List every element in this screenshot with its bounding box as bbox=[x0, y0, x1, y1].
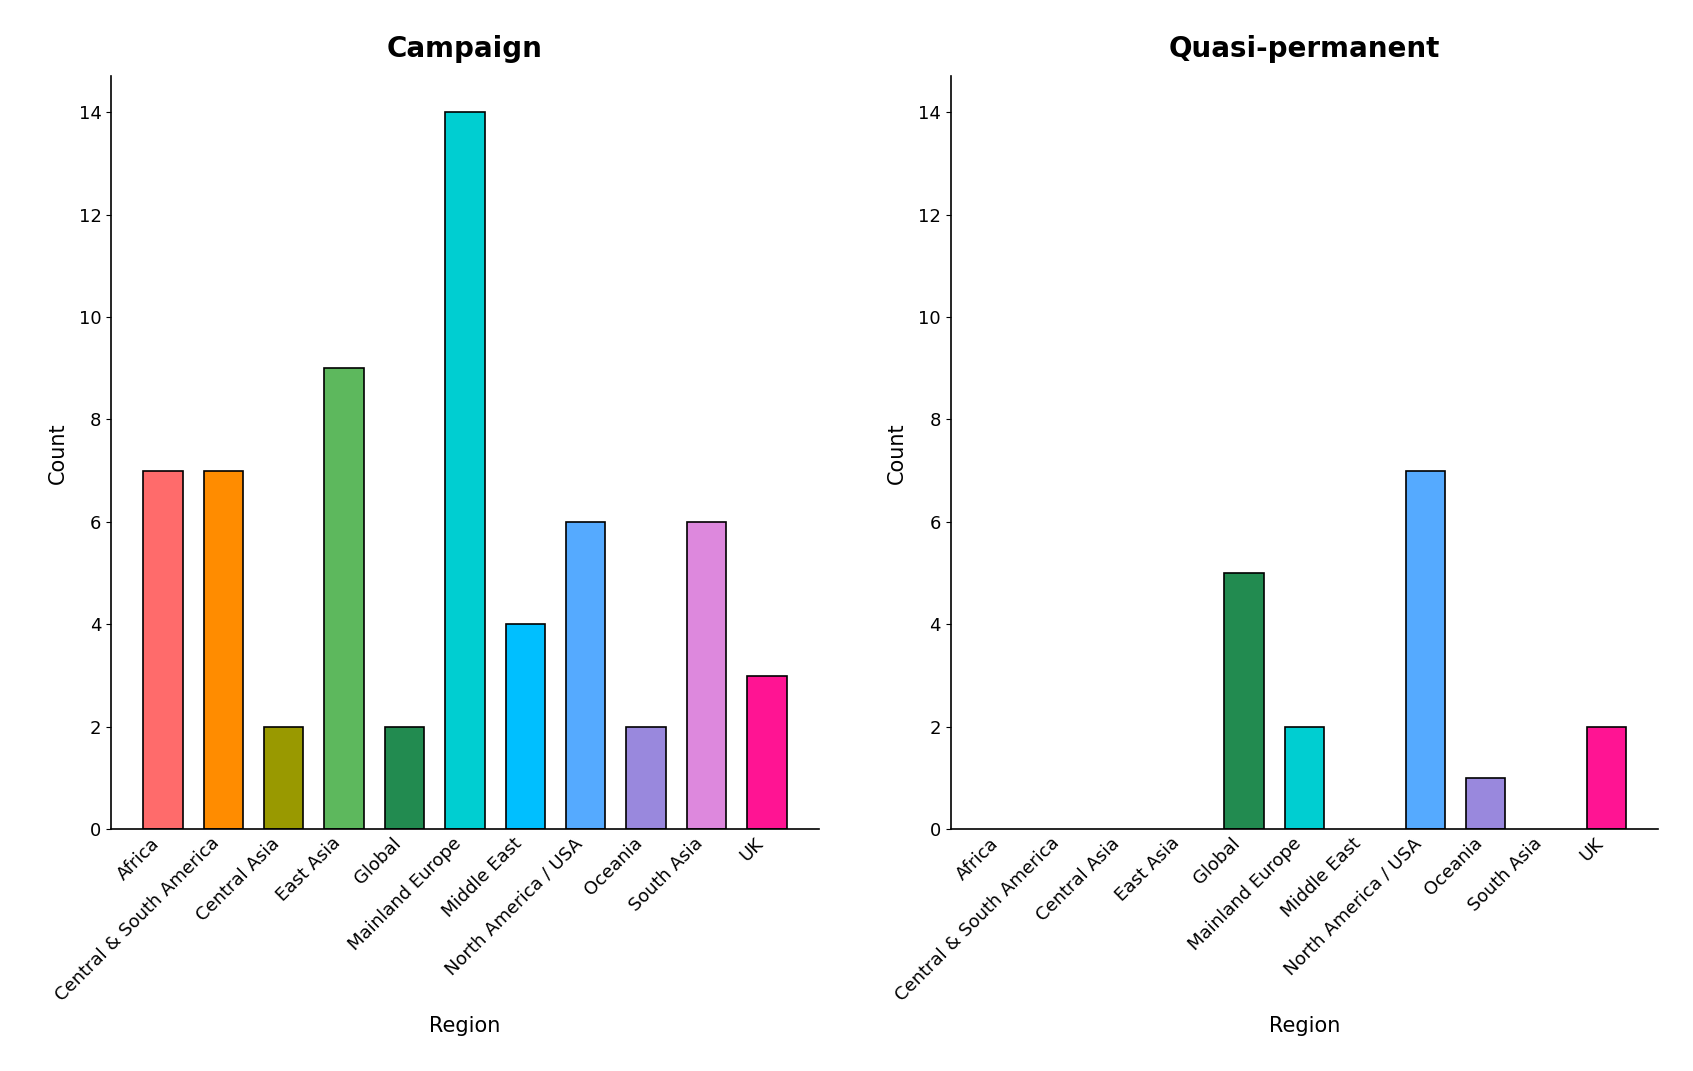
Bar bbox=[325, 368, 364, 829]
Bar bbox=[1466, 779, 1505, 829]
Y-axis label: Count: Count bbox=[887, 422, 907, 484]
Bar bbox=[747, 676, 787, 829]
Bar bbox=[144, 470, 183, 829]
X-axis label: Region: Region bbox=[1268, 1016, 1341, 1037]
Bar bbox=[1285, 727, 1324, 829]
Bar bbox=[1586, 727, 1625, 829]
Bar bbox=[506, 624, 545, 829]
Bar bbox=[1405, 470, 1444, 829]
Y-axis label: Count: Count bbox=[47, 422, 68, 484]
Bar bbox=[565, 522, 606, 829]
Bar bbox=[384, 727, 425, 829]
Bar bbox=[626, 727, 665, 829]
Title: Campaign: Campaign bbox=[388, 34, 543, 63]
Bar bbox=[203, 470, 242, 829]
Bar bbox=[264, 727, 303, 829]
X-axis label: Region: Region bbox=[430, 1016, 501, 1037]
Title: Quasi-permanent: Quasi-permanent bbox=[1168, 34, 1441, 63]
Bar bbox=[1224, 573, 1263, 829]
Bar bbox=[687, 522, 726, 829]
Bar bbox=[445, 112, 484, 829]
